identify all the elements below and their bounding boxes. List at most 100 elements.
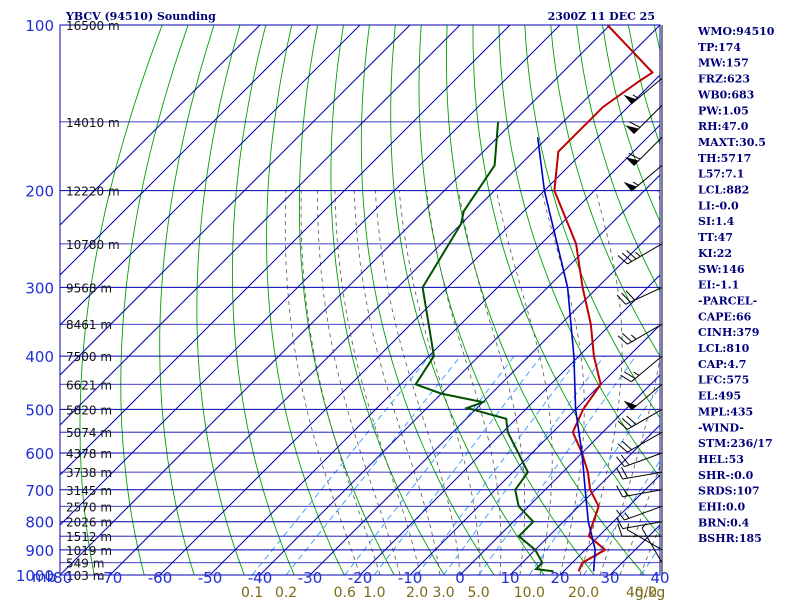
- wind-barb-flag: [616, 517, 624, 529]
- temperature-trace: [553, 25, 655, 572]
- mixing-ratio-line-1: [373, 355, 542, 575]
- index-line: PW:1.05: [698, 104, 749, 117]
- moist-adiabat-20: [541, 190, 585, 575]
- wind-barb-flag: [617, 335, 628, 345]
- index-line: SW:146: [698, 263, 745, 276]
- wind-barb-shaft: [622, 471, 663, 480]
- wind-barb-pennant: [623, 94, 637, 104]
- height-label: 9568 m: [66, 281, 112, 295]
- wind-barb-shaft: [631, 77, 663, 105]
- plot-frame: [59, 24, 661, 576]
- isotherm--70: [109, 25, 660, 575]
- moist-adiabat-28: [599, 190, 660, 575]
- index-line: SI:1.4: [698, 215, 735, 228]
- isotherm-0: [459, 374, 660, 575]
- pressure-label: 900: [25, 542, 54, 560]
- wind-barb-pennant: [625, 157, 639, 166]
- height-label: 2570 m: [66, 500, 112, 514]
- wind-barb-flag: [620, 374, 632, 383]
- wind-barb-shaft: [624, 452, 663, 468]
- station-title: YBCV (94510) Sounding: [65, 10, 216, 23]
- wind-barb-shaft: [627, 431, 663, 453]
- mixing-ratio-label: 20.0: [568, 585, 599, 600]
- isotherm--80: [60, 25, 611, 575]
- dry-adiabat-430: [758, 25, 800, 575]
- dry-adiabat-350: [550, 25, 660, 357]
- wind-barb-flag: [617, 420, 628, 430]
- temperature-label: 0: [455, 569, 465, 587]
- wind-barb-950: [641, 523, 663, 563]
- index-line: RH:47.0: [698, 120, 749, 133]
- isotherm-20: [559, 474, 660, 575]
- temperature-axis-labels: -80 -70 -60 -50 -40 -30 -20 -10 0 10 20 30 40: [48, 569, 670, 587]
- wind-barb-shaft: [627, 323, 663, 345]
- index-line: KI:22: [698, 247, 732, 260]
- moist-adiabat--4: [353, 190, 441, 575]
- wind-barb-half-flag: [632, 181, 639, 186]
- wind-barb-flag: [621, 466, 628, 479]
- wind-barb-flag: [621, 418, 633, 428]
- pressure-label: 500: [25, 401, 54, 419]
- mixing-ratio-label: 3.0: [432, 585, 454, 600]
- index-line: MPL:435: [698, 405, 753, 418]
- moist-adiabat-24: [579, 190, 623, 575]
- parcel-trace: [536, 137, 597, 572]
- wind-barb-half-flag: [630, 334, 637, 340]
- temperature-label: -40: [248, 569, 273, 587]
- isotherm--50: [209, 124, 660, 575]
- temperature-label: -30: [298, 569, 323, 587]
- index-line: -WIND-: [698, 421, 744, 434]
- wind-barb-flag: [620, 454, 630, 466]
- mixing-ratio-line-2: [416, 355, 581, 575]
- dry-adiabat-260: [298, 25, 395, 575]
- temperature-label: 10: [500, 569, 519, 587]
- index-line: FRZ:623: [698, 73, 750, 86]
- wind-barb-shaft: [627, 243, 663, 265]
- mixing-ratio-label: 0.1: [241, 585, 263, 600]
- index-line: EHI:0.0: [698, 501, 745, 514]
- height-label: 7500 m: [66, 350, 112, 364]
- wind-barb-shaft: [627, 409, 663, 430]
- mixing-ratio-label: g/kg: [635, 585, 666, 600]
- isotherm--120: [60, 25, 411, 376]
- dry-adiabats: [79, 25, 800, 575]
- wind-barb-flag: [621, 292, 631, 303]
- wind-barb-140: [625, 105, 663, 135]
- height-label: 3145 m: [66, 484, 112, 498]
- index-line: TP:174: [698, 41, 741, 54]
- wind-barb-flag: [616, 294, 627, 305]
- wind-barb-half-flag: [641, 523, 647, 529]
- index-line: WB0:683: [697, 88, 754, 101]
- height-labels: 16500 m 14010 m 12220 m 10780 m 9568 m 8461 m…: [66, 19, 120, 583]
- index-line: BRN:0.4: [698, 516, 750, 529]
- wind-barb-flag: [616, 456, 625, 468]
- wind-barb-half-flag: [624, 512, 630, 519]
- wind-barb-180: [623, 165, 663, 192]
- index-line: LI:-0.0: [698, 199, 739, 212]
- wind-barb-half-flag: [633, 371, 640, 376]
- index-line: STM:236/17: [698, 437, 773, 450]
- index-line: MAXT:30.5: [698, 136, 766, 149]
- wind-barb-800: [616, 517, 663, 530]
- isotherm--60: [159, 74, 660, 575]
- mixing-ratio-line-10: [528, 385, 660, 575]
- index-line: TT:47: [698, 231, 733, 244]
- pressure-label: 100: [25, 17, 54, 35]
- height-label: 1019 m: [66, 544, 112, 558]
- height-label: 1512 m: [66, 530, 112, 544]
- height-label: 549 m: [66, 557, 104, 571]
- wind-barb-flag: [625, 290, 636, 301]
- wind-barb-flag: [616, 467, 624, 480]
- mixing-ratio-label: 1.0: [363, 585, 385, 600]
- wind-barb-650: [616, 466, 663, 480]
- pressure-temperature-grid: [60, 25, 660, 575]
- pressure-label: 1000: [16, 567, 54, 585]
- mixing-ratio-label: 0.6: [334, 585, 356, 600]
- isotherm--10: [409, 324, 660, 575]
- wind-barb-pennant: [623, 181, 637, 192]
- moist-adiabat--8: [334, 190, 421, 575]
- temperature-label: 40: [650, 569, 669, 587]
- dry-adiabat-320: [472, 25, 660, 537]
- wind-barb-shaft: [631, 165, 663, 192]
